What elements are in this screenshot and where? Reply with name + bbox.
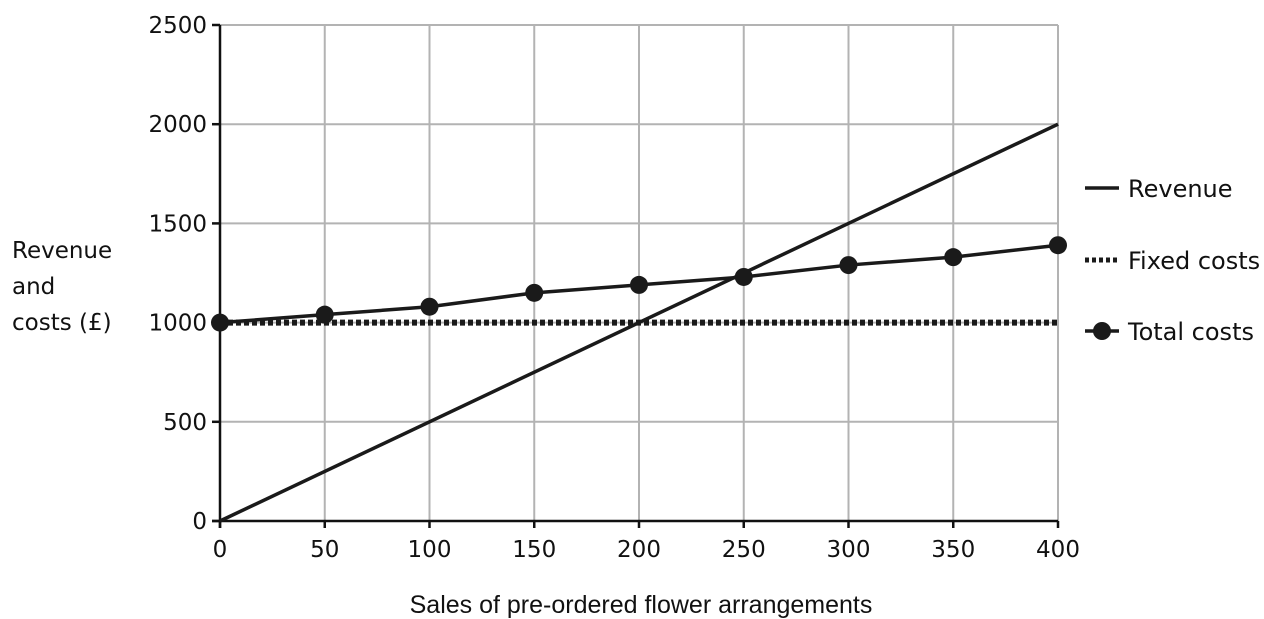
legend-label-fixed-costs: Fixed costs — [1128, 247, 1260, 275]
x-axis-label: Sales of pre-ordered flower arrangements — [410, 591, 873, 619]
x-tick-label-250: 250 — [722, 537, 766, 563]
series-point-total-costs-400 — [1049, 236, 1067, 255]
y-axis-label: Revenue and costs (£) — [12, 238, 112, 336]
x-axis-ticks: 0 50 100 150 200 250 300 350 400 — [213, 521, 1080, 563]
x-tick-label-200: 200 — [617, 537, 661, 563]
y-tick-label-500: 500 — [163, 410, 207, 436]
y-axis-label-line-2: and — [12, 274, 55, 300]
series-point-total-costs-250 — [734, 267, 753, 286]
x-tick-label-350: 350 — [931, 537, 975, 563]
y-tick-label-2000: 2000 — [148, 112, 207, 138]
legend-marker-total-costs — [1093, 322, 1111, 340]
y-tick-label-1500: 1500 — [148, 211, 207, 237]
legend-label-revenue: Revenue — [1128, 175, 1233, 203]
y-axis-label-line-1: Revenue — [12, 238, 112, 264]
series — [211, 122, 1067, 523]
series-point-total-costs-50 — [315, 305, 334, 324]
series-point-total-costs-350 — [944, 248, 963, 267]
series-point-total-costs-200 — [630, 275, 648, 294]
x-tick-label-150: 150 — [512, 537, 556, 563]
legend-label-total-costs: Total costs — [1127, 318, 1254, 346]
x-tick-label-100: 100 — [408, 537, 452, 563]
series-point-total-costs-100 — [420, 297, 439, 316]
y-axis-label-line-3: costs (£) — [12, 310, 112, 336]
x-tick-label-50: 50 — [310, 537, 339, 563]
y-tick-label-0: 0 — [192, 509, 207, 535]
y-tick-label-2500: 2500 — [148, 13, 207, 39]
x-tick-label-400: 400 — [1036, 537, 1080, 563]
y-tick-label-1000: 1000 — [148, 311, 207, 337]
axes — [212, 25, 1058, 528]
gridlines — [220, 24, 1059, 521]
legend: Revenue Fixed costs Total costs — [1085, 175, 1260, 346]
x-tick-label-0: 0 — [213, 537, 228, 563]
series-point-total-costs-300 — [839, 256, 858, 275]
series-point-total-costs-0 — [211, 313, 229, 332]
series-point-total-costs-150 — [525, 283, 544, 302]
x-tick-label-300: 300 — [827, 537, 871, 563]
y-axis-ticks: 0 500 1000 1500 2000 2500 — [148, 13, 220, 535]
